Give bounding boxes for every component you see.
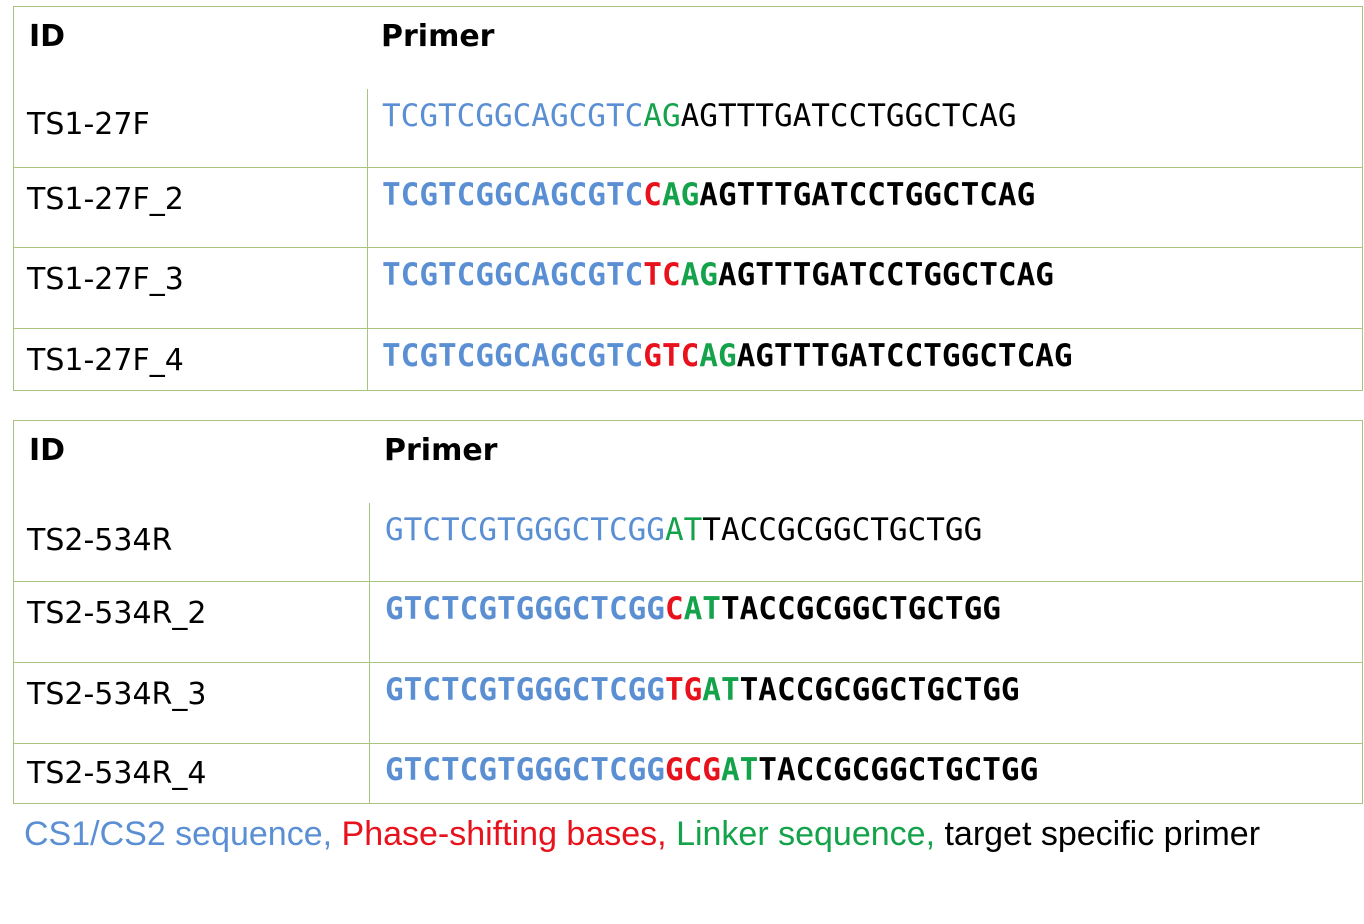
linker-segment: AT [720, 752, 759, 788]
phase-segment: GCG [664, 752, 721, 788]
legend-target: target specific primer [944, 815, 1261, 853]
primer-id: TS2-534R [27, 523, 173, 558]
primer-id: TS2-534R_4 [27, 756, 207, 791]
primer-table-1: ID Primer TS1-27F TCGTCGGCAGCGTCAGAGTTTG… [13, 6, 1363, 391]
column-divider [367, 89, 368, 390]
primer-sequence: GTCTCGTGGGCTCGGATTACCGCGGCTGCTGG [385, 512, 982, 548]
table-row: TS2-534R_2 GTCTCGTGGGCTCGGCATTACCGCGGCTG… [14, 581, 1362, 663]
cs-segment: TCGTCGGCAGCGTC [382, 257, 644, 293]
linker-segment: AG [661, 177, 700, 213]
primer-id: TS1-27F_4 [27, 343, 184, 378]
header-primer: Primer [384, 433, 498, 468]
linker-segment: AT [664, 512, 703, 548]
legend-phase: Phase-shifting bases, [341, 815, 667, 853]
linker-segment: AG [643, 98, 681, 134]
phase-segment: GTC [643, 338, 700, 374]
primer-sequence: TCGTCGGCAGCGTCCAGAGTTTGATCCTGGCTCAG [382, 177, 1035, 213]
primer-sequence: GTCTCGTGGGCTCGGGCGATTACCGCGGCTGCTGG [385, 752, 1038, 788]
cs-segment: TCGTCGGCAGCGTC [382, 338, 644, 374]
primer-sequence: GTCTCGTGGGCTCGGCATTACCGCGGCTGCTGG [385, 591, 1001, 627]
table-row: TS1-27F_4 TCGTCGGCAGCGTCGTCAGAGTTTGATCCT… [14, 328, 1362, 391]
table-row: TS1-27F TCGTCGGCAGCGTCAGAGTTTGATCCTGGCTC… [14, 87, 1362, 167]
target-segment: AGTTTGATCCTGGCTCAG [680, 98, 1017, 134]
primer-sequence: TCGTCGGCAGCGTCAGAGTTTGATCCTGGCTCAG [382, 98, 1017, 134]
phase-segment: C [643, 177, 662, 213]
column-divider [369, 503, 370, 803]
target-segment: TACCGCGGCTGCTGG [702, 512, 983, 548]
target-segment: TACCGCGGCTGCTGG [720, 591, 1001, 627]
cs-segment: GTCTCGTGGGCTCGG [385, 672, 665, 708]
primer-id: TS1-27F_2 [27, 182, 184, 217]
phase-segment: C [664, 591, 684, 627]
primer-sequence: TCGTCGGCAGCGTCGTCAGAGTTTGATCCTGGCTCAG [382, 338, 1073, 374]
header-primer: Primer [381, 19, 495, 54]
table-row: TS1-27F_2 TCGTCGGCAGCGTCCAGAGTTTGATCCTGG… [14, 167, 1362, 248]
primer-id: TS1-27F_3 [27, 262, 184, 297]
table-row: TS2-534R_3 GTCTCGTGGGCTCGGTGATTACCGCGGCT… [14, 662, 1362, 744]
primer-id: TS2-534R_2 [27, 596, 207, 631]
linker-segment: AG [680, 257, 718, 293]
primer-sequence: GTCTCGTGGGCTCGGTGATTACCGCGGCTGCTGG [385, 672, 1020, 708]
primer-table-2: ID Primer TS2-534R GTCTCGTGGGCTCGGATTACC… [13, 420, 1363, 804]
table-header: ID Primer [14, 7, 1362, 87]
phase-segment: TC [643, 257, 681, 293]
primer-sequence: TCGTCGGCAGCGTCTCAGAGTTTGATCCTGGCTCAG [382, 257, 1054, 293]
cs-segment: TCGTCGGCAGCGTC [382, 98, 644, 134]
cs-segment: GTCTCGTGGGCTCGG [385, 591, 665, 627]
table-row: TS2-534R GTCTCGTGGGCTCGGATTACCGCGGCTGCTG… [14, 501, 1362, 581]
target-segment: AGTTTGATCCTGGCTCAG [736, 338, 1073, 374]
linker-segment: AT [683, 591, 721, 627]
linker-segment: AT [702, 672, 740, 708]
cs-segment: TCGTCGGCAGCGTC [382, 177, 644, 213]
linker-segment: AG [699, 338, 737, 374]
table-row: TS2-534R_4 GTCTCGTGGGCTCGGGCGATTACCGCGGC… [14, 743, 1362, 804]
header-id: ID [29, 433, 66, 468]
table-row: TS1-27F_3 TCGTCGGCAGCGTCTCAGAGTTTGATCCTG… [14, 247, 1362, 329]
color-legend: CS1/CS2 sequence, Phase-shifting bases, … [24, 812, 1324, 856]
target-segment: AGTTTGATCCTGGCTCAG [699, 177, 1036, 213]
target-segment: AGTTTGATCCTGGCTCAG [717, 257, 1054, 293]
legend-linker: Linker sequence, [676, 815, 936, 853]
cs-segment: GTCTCGTGGGCTCGG [385, 512, 665, 548]
cs-segment: GTCTCGTGGGCTCGG [385, 752, 665, 788]
header-id: ID [29, 19, 66, 54]
target-segment: TACCGCGGCTGCTGG [758, 752, 1039, 788]
target-segment: TACCGCGGCTGCTGG [739, 672, 1020, 708]
table-header: ID Primer [14, 421, 1362, 501]
primer-id: TS1-27F [27, 107, 150, 142]
phase-segment: TG [664, 672, 703, 708]
primer-id: TS2-534R_3 [27, 677, 207, 712]
legend-cs: CS1/CS2 sequence, [24, 815, 333, 853]
